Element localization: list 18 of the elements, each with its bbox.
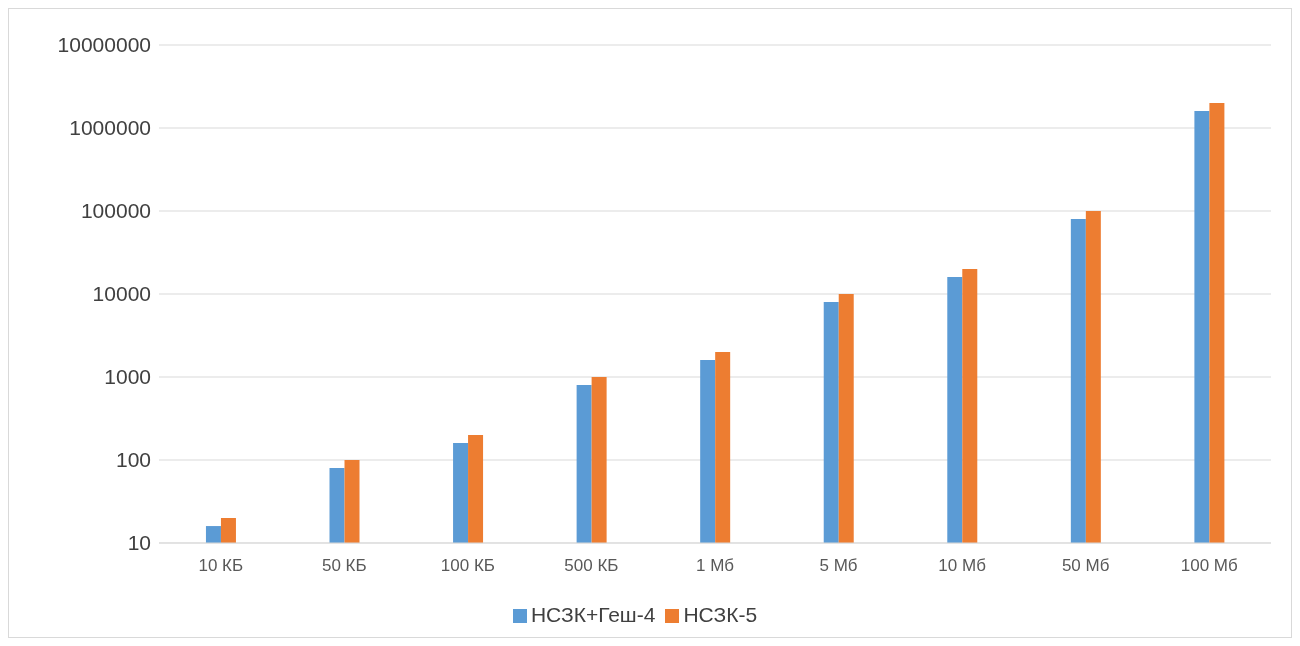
x-tick-label: 50 Мб [1061, 556, 1110, 576]
y-tick-label: 1000000 [69, 116, 151, 140]
x-tick-label: 100 КБ [440, 556, 495, 576]
x-tick-label: 5 Мб [819, 556, 858, 576]
x-tick-label: 50 КБ [321, 556, 367, 576]
x-tick-label: 10 КБ [198, 556, 244, 576]
legend-label: НСЗК+Геш-4 [530, 603, 656, 626]
x-tick-label: 500 КБ [564, 556, 619, 576]
x-tick-label: 1 Мб [695, 556, 735, 576]
y-tick-label: 100 [115, 448, 151, 472]
x-tick-label: 10 Мб [938, 556, 987, 576]
y-tick-label: 10000000 [57, 33, 151, 57]
y-tick-label: 10000 [92, 282, 151, 306]
y-tick-label: 10 [127, 531, 151, 555]
legend-label: НСЗК-5 [683, 603, 758, 626]
y-tick-label: 100000 [80, 199, 151, 223]
x-tick-label: 100 Мб [1180, 556, 1238, 576]
y-tick-label: 1000 [104, 365, 151, 389]
